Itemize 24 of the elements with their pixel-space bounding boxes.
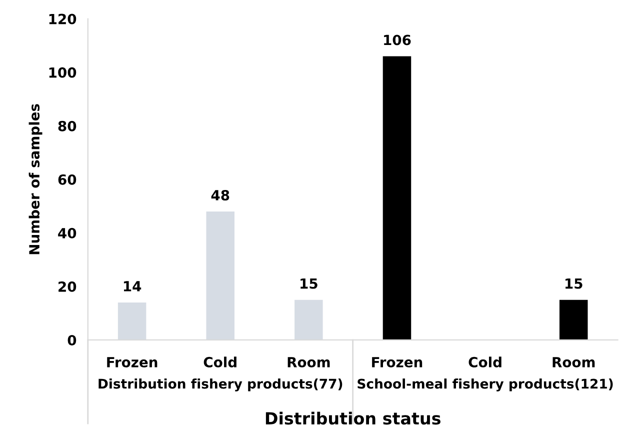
data-label: 106 — [384, 34, 411, 46]
y-tick-label: 0 — [68, 334, 76, 346]
x-tick-label: Cold — [468, 356, 502, 368]
x-tick-label: Room — [552, 357, 595, 368]
data-label: 15 — [566, 278, 582, 289]
text: Distribution fishery products(77) — [98, 378, 342, 392]
y-tick-label: 20 — [58, 281, 76, 292]
bar — [382, 56, 412, 340]
x-axis-title: Distribution status — [266, 412, 440, 425]
data-label: 15 — [300, 278, 318, 289]
y-tick-label: 100 — [49, 67, 76, 78]
y-tick-label: 40 — [58, 228, 76, 238]
text: School-meal fishery products(121) — [358, 378, 613, 392]
x-tick-label: Frozen — [107, 357, 158, 368]
data-label: 14 — [124, 281, 142, 292]
y-tick-label: 120 — [49, 14, 76, 24]
y-tick-label: 80 — [58, 120, 76, 132]
y-tick-label: 60 — [58, 174, 76, 185]
bar — [559, 300, 588, 340]
y-axis-title: Number of samples — [28, 104, 42, 254]
x-tick-label: Cold — [204, 356, 236, 368]
data-label: 48 — [211, 190, 230, 200]
x-tick-label: Room — [288, 357, 330, 368]
x-tick-label: Frozen — [372, 357, 422, 368]
